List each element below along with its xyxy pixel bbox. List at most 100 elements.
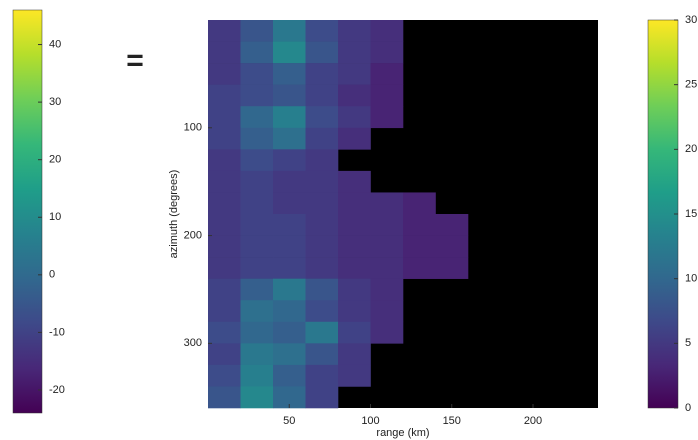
heat-cell	[273, 321, 306, 344]
heat-cell	[305, 386, 339, 409]
heat-cell	[240, 364, 274, 387]
heat-cell	[208, 20, 241, 42]
heat-cell	[240, 386, 274, 409]
heat-cell	[305, 127, 339, 150]
heat-cell	[273, 41, 306, 64]
heat-cell	[208, 84, 241, 107]
heat-cell	[305, 300, 339, 323]
annotation: =	[126, 44, 144, 77]
heat-cell	[208, 386, 241, 409]
heat-cell	[208, 321, 241, 344]
heat-cell	[305, 192, 339, 215]
heat-cell	[435, 257, 469, 279]
heat-cell	[403, 214, 436, 236]
heat-cell	[273, 214, 306, 236]
y-tick-label: 200	[184, 229, 202, 241]
heat-cell	[370, 278, 404, 301]
heat-cell	[273, 364, 306, 387]
colorbar-tick-label: 30	[685, 14, 697, 26]
heat-cell	[338, 364, 371, 387]
heat-cell	[240, 170, 274, 193]
colorbar-tick-label: -20	[49, 384, 65, 396]
heat-cell	[403, 257, 436, 279]
heat-cell	[305, 343, 339, 366]
heat-cell	[370, 257, 404, 279]
heat-cell	[273, 170, 306, 193]
heat-cell	[305, 278, 339, 301]
heat-cell	[273, 192, 306, 215]
heat-cell	[305, 235, 339, 258]
heat-cell	[273, 235, 306, 258]
heat-cell	[338, 257, 371, 279]
heat-cell	[208, 300, 241, 323]
right-colorbar	[647, 19, 679, 409]
heat-cell	[240, 321, 274, 344]
heat-cell	[240, 192, 274, 215]
heat-cell	[208, 214, 241, 236]
heat-cell	[208, 257, 241, 279]
heat-cell	[370, 106, 404, 129]
heat-cell	[208, 149, 241, 172]
heat-cell	[208, 41, 241, 64]
y-tick-label: 100	[184, 122, 202, 134]
heat-cell	[273, 278, 306, 301]
colorbar-tick-label: 10	[685, 273, 697, 285]
heat-cell	[370, 20, 404, 42]
colorbar-tick-label: 0	[49, 269, 55, 281]
heat-cell	[370, 214, 404, 236]
heat-cell	[305, 149, 339, 172]
y-tick-label: 300	[184, 337, 202, 349]
heat-cell	[273, 343, 306, 366]
heat-cell	[240, 106, 274, 129]
heat-cell	[208, 235, 241, 258]
heat-cell	[240, 63, 274, 85]
heat-cell	[338, 192, 371, 215]
colorbar-tick-label: 20	[685, 143, 697, 155]
heat-cell	[338, 278, 371, 301]
heat-cell	[370, 63, 404, 85]
heat-cell	[240, 300, 274, 323]
heat-cell	[208, 278, 241, 301]
heat-cell	[338, 63, 371, 85]
heat-cell	[338, 300, 371, 323]
heat-cell	[240, 127, 274, 150]
colorbar-tick-label: 40	[49, 38, 61, 50]
colorbar-tick-label: 0	[685, 402, 691, 414]
heat-cell	[305, 63, 339, 85]
heat-cell	[370, 41, 404, 64]
heat-cell	[305, 84, 339, 107]
heat-cell	[305, 20, 339, 42]
heat-cell	[370, 300, 404, 323]
heat-cell	[208, 364, 241, 387]
heat-cell	[208, 63, 241, 85]
heat-cell	[273, 257, 306, 279]
heat-cell	[338, 214, 371, 236]
heat-cell	[240, 278, 274, 301]
heat-cell	[240, 235, 274, 258]
heat-cell	[273, 20, 306, 42]
heat-cell	[305, 106, 339, 129]
x-tick-label: 100	[361, 415, 379, 427]
heat-cell	[370, 235, 404, 258]
heat-cell	[305, 170, 339, 193]
heat-cell	[273, 149, 306, 172]
heat-cell	[273, 127, 306, 150]
colorbar-tick-label: 25	[685, 79, 697, 91]
x-tick-label: 150	[443, 415, 461, 427]
heat-cell	[403, 192, 436, 215]
heat-cell	[305, 321, 339, 344]
heat-cell	[338, 127, 371, 150]
heat-cell	[338, 343, 371, 366]
heat-cell	[208, 343, 241, 366]
heat-cell	[273, 386, 306, 409]
colorbar-tick-label: -10	[49, 326, 65, 338]
heat-cell	[208, 170, 241, 193]
heat-cell	[338, 235, 371, 258]
colorbar-tick-label: 5	[685, 337, 691, 349]
x-tick-label: 200	[524, 415, 542, 427]
heat-cell	[240, 41, 274, 64]
heat-cell	[273, 300, 306, 323]
left-colorbar	[12, 9, 43, 414]
heat-cell	[273, 63, 306, 85]
